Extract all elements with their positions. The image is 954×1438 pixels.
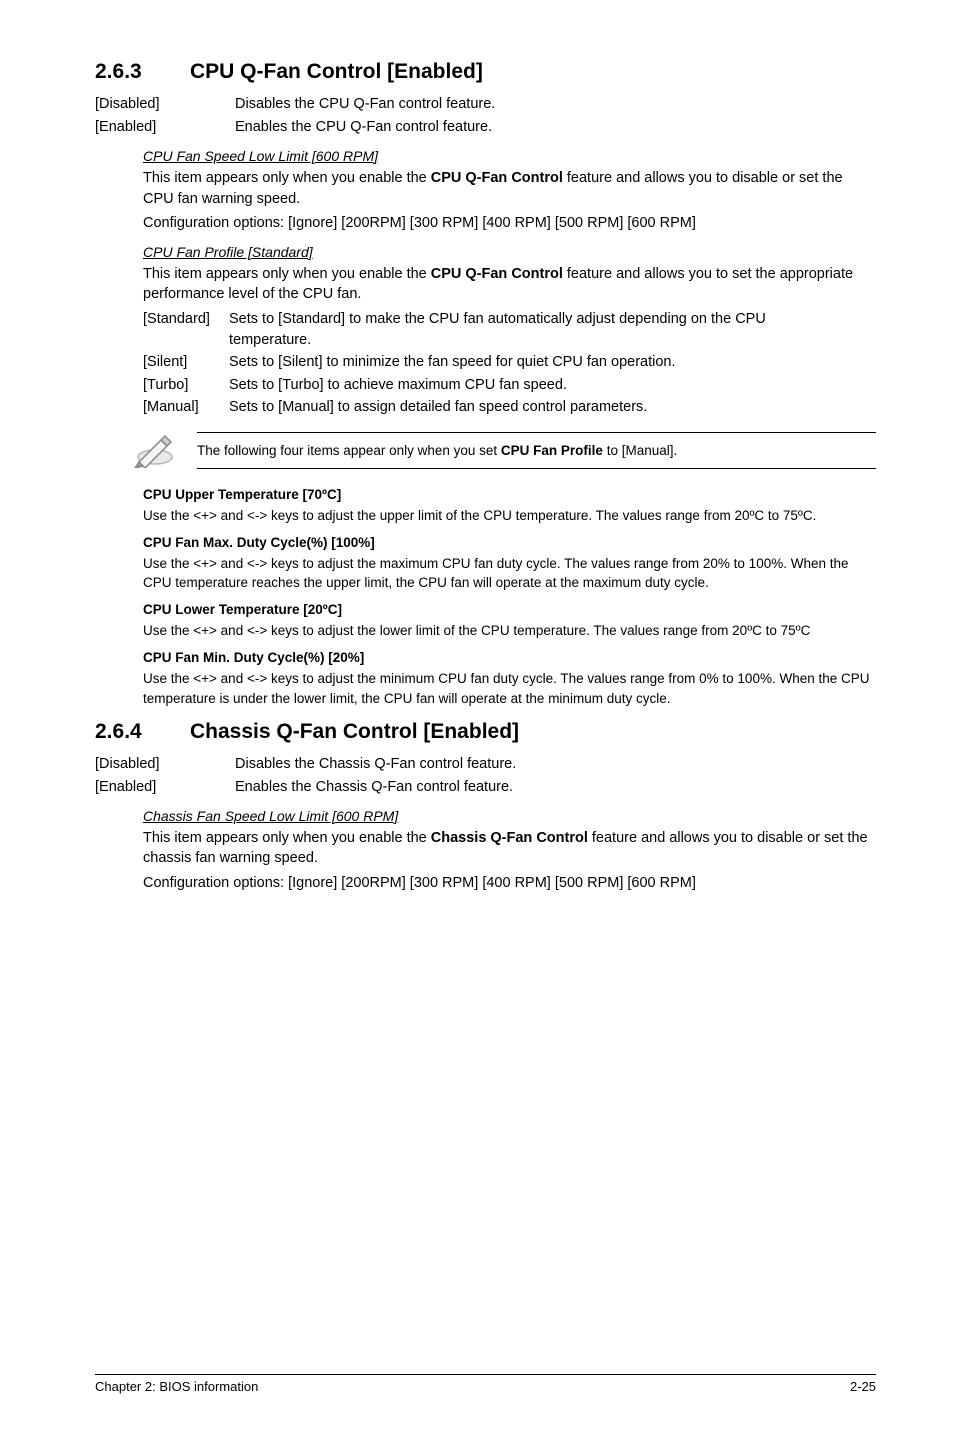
note-callout: The following four items appear only whe…	[133, 432, 876, 469]
param-body: Use the <+> and <-> keys to adjust the m…	[143, 554, 876, 592]
config-options: Configuration options: [Ignore] [200RPM]…	[143, 873, 876, 894]
option-key: [Enabled]	[95, 117, 235, 138]
section-heading-263: 2.6.3CPU Q-Fan Control [Enabled]	[95, 60, 876, 84]
option-value: Enables the CPU Q-Fan control feature.	[235, 117, 835, 138]
section-number: 2.6.3	[95, 60, 190, 84]
sub-option-value: Sets to [Standard] to make the CPU fan a…	[229, 309, 849, 350]
text: This item appears only when you enable t…	[143, 830, 431, 846]
option-row: [Disabled]Disables the CPU Q-Fan control…	[95, 94, 876, 115]
sub-option-value: Sets to [Turbo] to achieve maximum CPU f…	[229, 375, 849, 396]
option-value: Enables the Chassis Q-Fan control featur…	[235, 777, 835, 798]
sub-option-key: [Manual]	[143, 397, 229, 418]
option-value: Disables the CPU Q-Fan control feature.	[235, 94, 835, 115]
option-value: Disables the Chassis Q-Fan control featu…	[235, 754, 835, 775]
body-text: This item appears only when you enable t…	[143, 264, 876, 305]
text: The following four items appear only whe…	[197, 443, 501, 458]
sub-option-key: [Silent]	[143, 352, 229, 373]
section-number: 2.6.4	[95, 720, 190, 744]
param-heading: CPU Upper Temperature [70ºC]	[143, 487, 876, 502]
subsection-heading: CPU Fan Speed Low Limit [600 RPM]	[143, 148, 876, 164]
config-options: Configuration options: [Ignore] [200RPM]…	[143, 213, 876, 234]
bold-text: CPU Q-Fan Control	[431, 266, 563, 282]
option-row: [Enabled]Enables the Chassis Q-Fan contr…	[95, 777, 876, 798]
sub-option-value: Sets to [Manual] to assign detailed fan …	[229, 397, 849, 418]
sub-option-row: [Manual]Sets to [Manual] to assign detai…	[143, 397, 876, 418]
footer-chapter: Chapter 2: BIOS information	[95, 1379, 258, 1394]
body-text: This item appears only when you enable t…	[143, 828, 876, 869]
text: to [Manual].	[603, 443, 677, 458]
sub-option-row: [Silent]Sets to [Silent] to minimize the…	[143, 352, 876, 373]
body-text: This item appears only when you enable t…	[143, 168, 876, 209]
option-key: [Disabled]	[95, 754, 235, 775]
bold-text: Chassis Q-Fan Control	[431, 830, 588, 846]
page-footer: Chapter 2: BIOS information 2-25	[95, 1374, 876, 1394]
pencil-icon	[133, 432, 175, 468]
param-body: Use the <+> and <-> keys to adjust the l…	[143, 621, 876, 640]
subsection-heading: Chassis Fan Speed Low Limit [600 RPM]	[143, 808, 876, 824]
param-heading: CPU Lower Temperature [20ºC]	[143, 602, 876, 617]
sub-option-key: [Standard]	[143, 309, 229, 330]
option-key: [Enabled]	[95, 777, 235, 798]
option-row: [Enabled]Enables the CPU Q-Fan control f…	[95, 117, 876, 138]
bold-text: CPU Q-Fan Control	[431, 170, 563, 186]
param-body: Use the <+> and <-> keys to adjust the m…	[143, 669, 876, 707]
section-heading-264: 2.6.4Chassis Q-Fan Control [Enabled]	[95, 720, 876, 744]
footer-page-number: 2-25	[850, 1379, 876, 1394]
param-heading: CPU Fan Min. Duty Cycle(%) [20%]	[143, 650, 876, 665]
param-heading: CPU Fan Max. Duty Cycle(%) [100%]	[143, 535, 876, 550]
sub-option-row: [Turbo]Sets to [Turbo] to achieve maximu…	[143, 375, 876, 396]
subsection-heading: CPU Fan Profile [Standard]	[143, 244, 876, 260]
section-title: Chassis Q-Fan Control [Enabled]	[190, 720, 519, 743]
param-body: Use the <+> and <-> keys to adjust the u…	[143, 506, 876, 525]
option-row: [Disabled]Disables the Chassis Q-Fan con…	[95, 754, 876, 775]
bold-text: CPU Fan Profile	[501, 443, 603, 458]
sub-option-row: [Standard]Sets to [Standard] to make the…	[143, 309, 876, 350]
note-text: The following four items appear only whe…	[197, 432, 876, 469]
option-key: [Disabled]	[95, 94, 235, 115]
sub-option-value: Sets to [Silent] to minimize the fan spe…	[229, 352, 849, 373]
text: This item appears only when you enable t…	[143, 170, 431, 186]
section-title: CPU Q-Fan Control [Enabled]	[190, 60, 483, 83]
sub-option-key: [Turbo]	[143, 375, 229, 396]
text: This item appears only when you enable t…	[143, 266, 431, 282]
